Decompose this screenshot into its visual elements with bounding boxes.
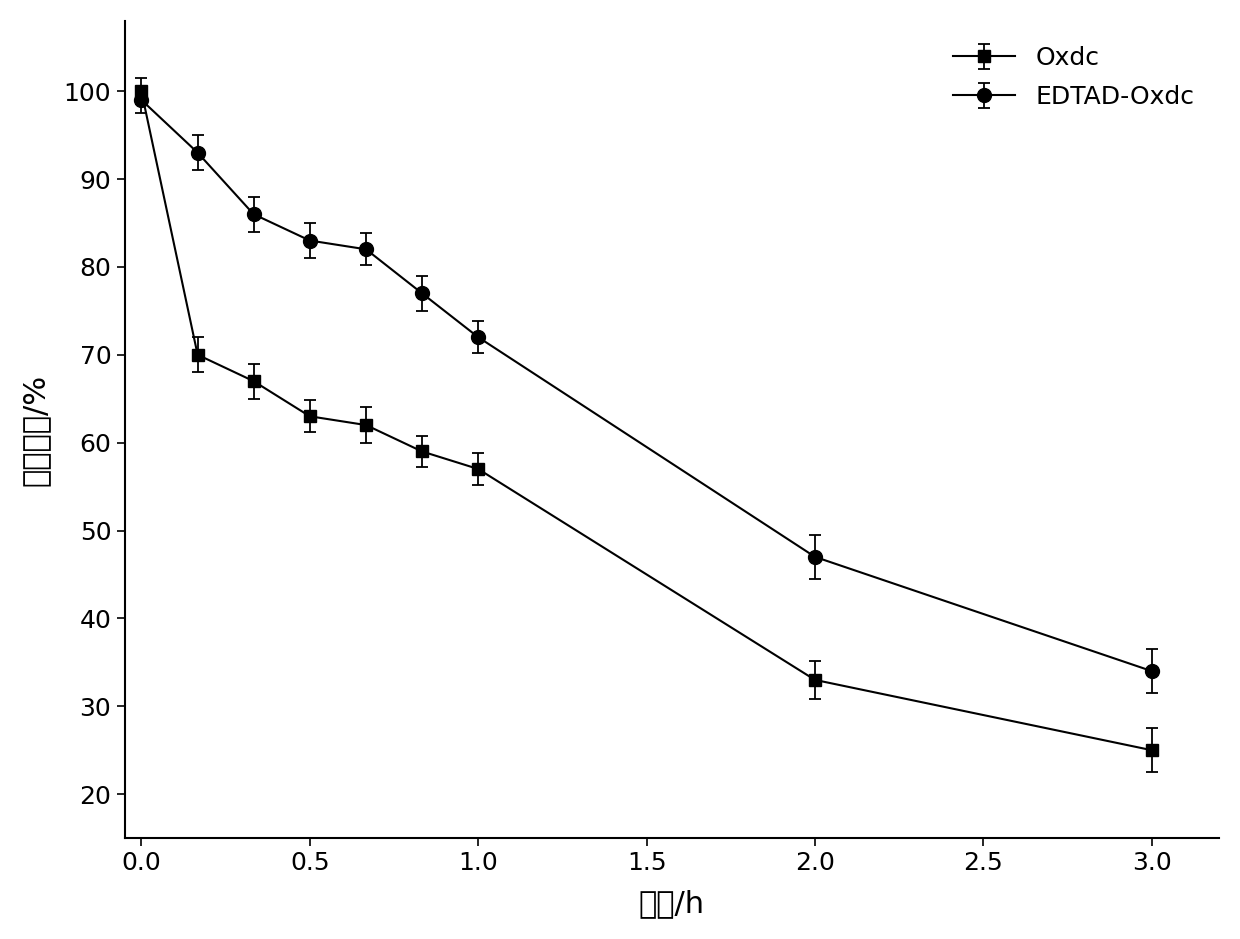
Legend: Oxdc, EDTAD-Oxdc: Oxdc, EDTAD-Oxdc [940, 33, 1207, 121]
X-axis label: 时间/h: 时间/h [639, 889, 704, 918]
Y-axis label: 相对酶活/%: 相对酶活/% [21, 374, 50, 485]
